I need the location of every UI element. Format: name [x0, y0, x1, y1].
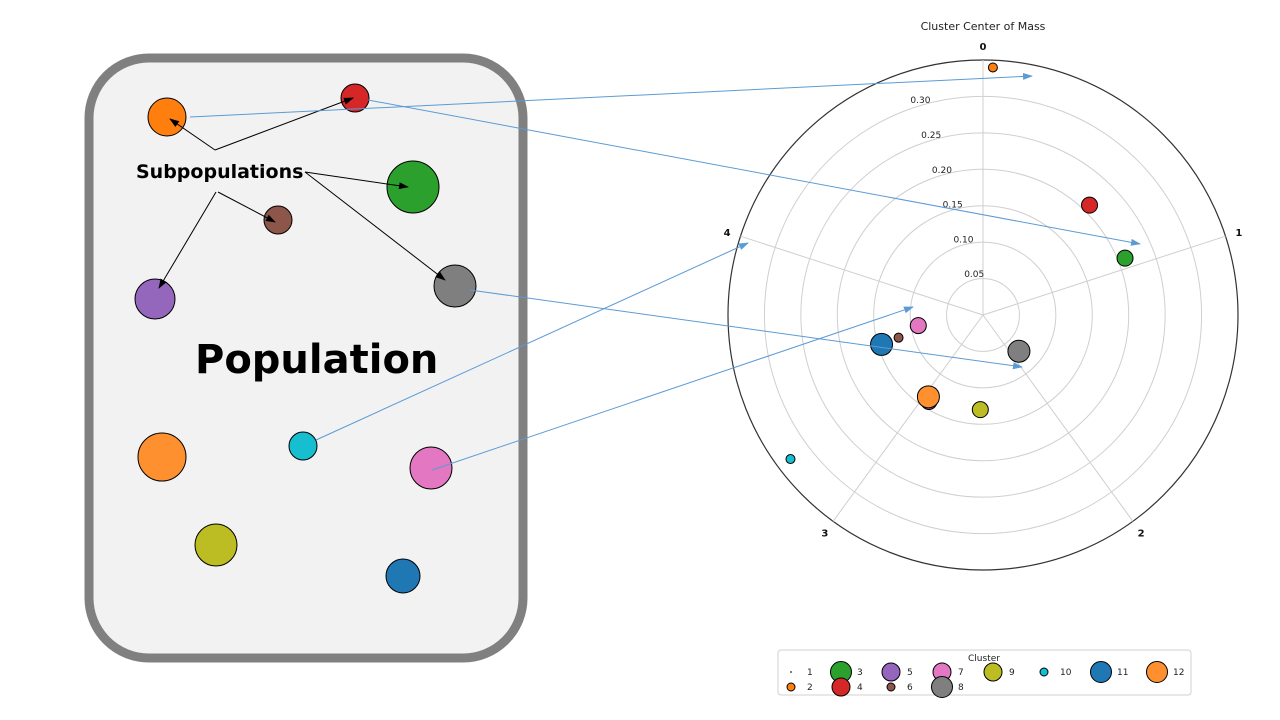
- polar-grid: [727, 59, 1239, 571]
- cluster-point-4: [1081, 196, 1099, 214]
- connector-pink: [431, 306, 914, 471]
- radial-tick-label: 0.05: [964, 270, 984, 280]
- connector-orange: [189, 72, 1033, 118]
- legend-label-3: 3: [857, 668, 863, 678]
- polar-chart: Cluster Center of Mass 0.050.100.150.200…: [724, 20, 1243, 571]
- subpopulations-label: Subpopulations: [136, 161, 303, 183]
- legend-marker-6: [886, 682, 896, 692]
- arrow-to-gray: [304, 171, 446, 281]
- angular-tick-label: 4: [724, 228, 731, 239]
- population-circle-orange-top: [147, 97, 187, 137]
- legend-marker-12: [1146, 661, 1168, 683]
- legend-label-7: 7: [958, 668, 964, 678]
- population-circle-pink: [409, 446, 453, 490]
- population-circle-brown: [263, 205, 293, 235]
- legend-label-10: 10: [1060, 668, 1072, 678]
- legend-label-11: 11: [1117, 668, 1128, 678]
- legend-label-8: 8: [958, 683, 964, 693]
- angular-tick-label: 0: [980, 42, 987, 53]
- legend-marker-11: [1090, 661, 1112, 683]
- population-label: Population: [195, 337, 438, 383]
- cluster-point-2: [987, 62, 998, 73]
- legend-label-9: 9: [1009, 668, 1015, 678]
- angular-tick-label: 1: [1235, 228, 1242, 239]
- legend-label-5: 5: [907, 668, 913, 678]
- legend-marker-2: [786, 682, 796, 692]
- angular-grid-spoke: [832, 314, 984, 522]
- angular-grid-spoke: [982, 235, 1226, 316]
- legend-marker-9: [983, 662, 1003, 682]
- legend-marker-8: [931, 676, 953, 698]
- connector-red: [367, 99, 1141, 246]
- cluster-point-6: [893, 332, 904, 343]
- population-circle-purple: [134, 278, 176, 320]
- cluster-point-8: [1007, 339, 1031, 363]
- population-circle-orange-large: [137, 432, 187, 482]
- legend-title: Cluster: [968, 654, 1000, 664]
- radial-tick-label: 0.15: [943, 201, 963, 211]
- legend-label-1: 1: [807, 668, 813, 678]
- cluster-point-7: [909, 317, 927, 335]
- cluster-points: [785, 62, 1134, 465]
- legend-label-2: 2: [807, 683, 813, 693]
- legend-label-4: 4: [857, 683, 863, 693]
- arrow-to-purple: [158, 191, 217, 289]
- arrow-to-green: [304, 171, 409, 190]
- angular-grid-spoke: [982, 314, 1134, 522]
- legend-marker-5: [881, 662, 901, 682]
- cluster-point-11: [870, 332, 894, 356]
- cluster-point-10: [785, 454, 796, 465]
- population-circle-olive: [194, 523, 238, 567]
- angular-grid-spoke: [740, 235, 984, 316]
- arrow-to-brown: [217, 191, 276, 223]
- angular-tick-labels: 0 1 2 3 4: [724, 42, 1243, 540]
- subpopulation-arrows: [158, 97, 446, 289]
- legend-marker-4: [831, 677, 851, 697]
- radial-tick-label: 0.30: [910, 96, 930, 106]
- radial-tick-label: 0.10: [953, 235, 973, 245]
- population-circle-green: [386, 160, 440, 214]
- radial-tick-label: 0.20: [932, 166, 952, 176]
- cluster-point-3: [1116, 249, 1134, 267]
- legend-label-12: 12: [1173, 668, 1184, 678]
- radial-tick-label: 0.25: [921, 131, 941, 141]
- angular-tick-label: 2: [1138, 529, 1145, 540]
- cluster-point-9: [971, 401, 989, 419]
- population-circle-blue: [385, 558, 421, 594]
- connector-gray: [469, 289, 1023, 370]
- legend-marker-10: [1039, 667, 1049, 677]
- arrow-to-orange-top: [169, 118, 216, 151]
- population-circle-cyan: [288, 431, 318, 461]
- cluster-point-12: [916, 385, 940, 409]
- population-circles: [134, 83, 477, 594]
- arrow-to-red: [214, 97, 354, 151]
- angular-tick-label: 3: [821, 529, 828, 540]
- connector-cyan: [315, 242, 749, 441]
- radial-tick-labels: 0.05 0.10 0.15 0.20 0.25 0.30: [910, 96, 984, 280]
- population-circle-gray: [433, 264, 477, 308]
- legend-label-6: 6: [907, 683, 913, 693]
- legend-marker-1: [790, 671, 792, 673]
- chart-title: Cluster Center of Mass: [921, 20, 1046, 33]
- population-circle-red: [340, 83, 370, 113]
- connector-lines: [189, 72, 1141, 471]
